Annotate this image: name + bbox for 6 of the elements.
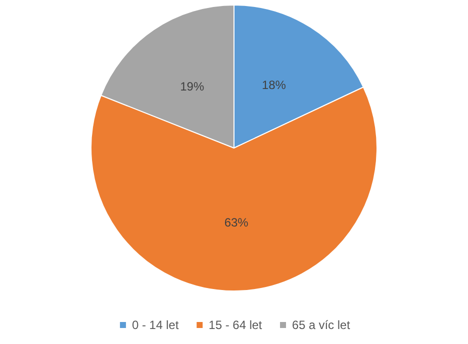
legend-label: 0 - 14 let <box>132 318 180 332</box>
legend-label: 15 - 64 let <box>208 318 263 332</box>
legend-label: 65 a víc let <box>292 318 351 332</box>
data-label: 18% <box>262 78 286 92</box>
data-label: 63% <box>224 215 249 230</box>
data-label: 19% <box>180 79 204 94</box>
